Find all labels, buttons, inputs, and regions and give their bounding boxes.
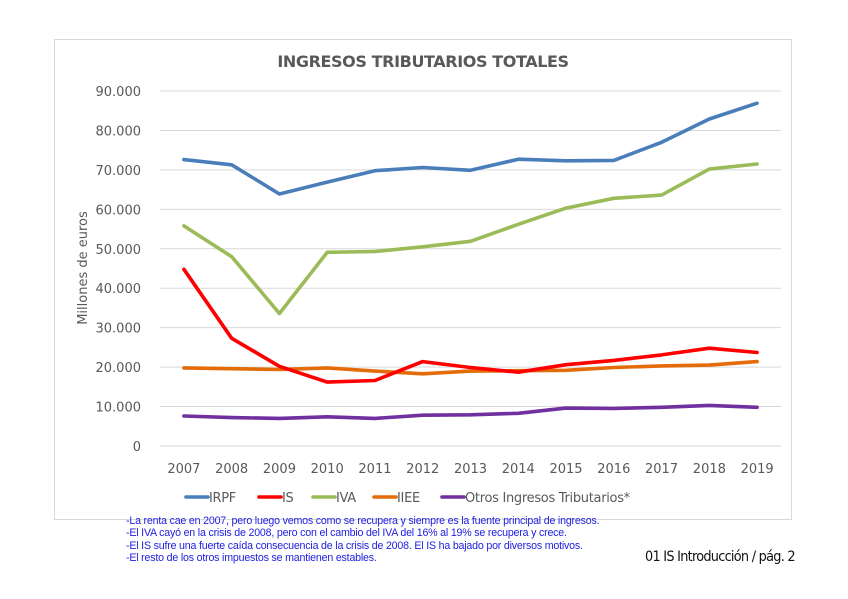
legend-label-irpf: IRPF <box>209 491 236 506</box>
notes-block: -La renta cae en 2007, pero luego vemos … <box>126 515 600 565</box>
series-line-otros-ingresos-tributarios <box>182 403 759 421</box>
y-tick-label: 50.000 <box>96 243 142 258</box>
y-tick-labels: 0 10.000 20.000 30.000 40.000 50.000 60.000 70.… <box>96 85 142 455</box>
series-line-iva <box>182 162 759 316</box>
x-tick-label: 2014 <box>502 462 535 477</box>
y-tick-label: 20.000 <box>96 361 142 376</box>
series-line-irpf <box>182 101 759 196</box>
note-line: -La renta cae en 2007, pero luego vemos … <box>126 515 600 527</box>
x-tick-label: 2010 <box>311 462 344 477</box>
x-tick-label: 2013 <box>454 462 487 477</box>
y-tick-label: 70.000 <box>96 164 142 179</box>
legend: IRPF IS IVA IIEE Otros Ingresos Tributarios* <box>184 491 631 506</box>
note-line: -El IS sufre una fuerte caída consecuenc… <box>126 539 583 552</box>
y-tick-label: 80.000 <box>96 124 142 139</box>
legend-label-iiee: IIEE <box>397 491 420 506</box>
series-line-is <box>182 267 759 384</box>
y-axis-title: Millones de euros <box>76 211 91 325</box>
x-tick-label: 2015 <box>549 462 582 477</box>
legend-label-is: IS <box>282 491 294 506</box>
y-tick-label: 10.000 <box>96 401 142 416</box>
note-line: -El resto de los otros impuestos se mant… <box>126 552 377 565</box>
page-footer: 01 IS Introducción / pág. 2 <box>645 549 796 565</box>
y-tick-label: 0 <box>133 440 141 455</box>
series-line-iiee <box>182 359 759 376</box>
note-line: -El IVA cayó en la crisis de 2008, pero … <box>126 527 567 540</box>
x-tick-label: 2008 <box>215 462 248 477</box>
x-tick-label: 2011 <box>358 462 391 477</box>
chart-frame <box>54 39 792 520</box>
y-tick-label: 30.000 <box>96 322 142 337</box>
y-tick-label: 60.000 <box>96 203 142 218</box>
x-tick-label: 2018 <box>693 462 726 477</box>
x-tick-label: 2009 <box>263 462 296 477</box>
x-tick-label: 2019 <box>741 462 774 477</box>
y-tick-label: 40.000 <box>96 282 142 297</box>
gridlines <box>160 90 781 447</box>
legend-label-iva: IVA <box>336 491 356 506</box>
y-tick-label: 90.000 <box>96 85 142 100</box>
x-tick-label: 2016 <box>597 462 630 477</box>
x-tick-label: 2012 <box>406 462 439 477</box>
x-tick-label: 2007 <box>167 462 200 477</box>
series-lines <box>182 101 759 421</box>
x-tick-label: 2017 <box>645 462 678 477</box>
legend-label-otros-ingresos-tributarios: Otros Ingresos Tributarios* <box>465 491 631 506</box>
x-tick-labels: 2007 2008 2009 2010 2011 2012 2013 2014 2015 2016… <box>167 462 773 477</box>
chart-title: INGRESOS TRIBUTARIOS TOTALES <box>277 52 568 71</box>
